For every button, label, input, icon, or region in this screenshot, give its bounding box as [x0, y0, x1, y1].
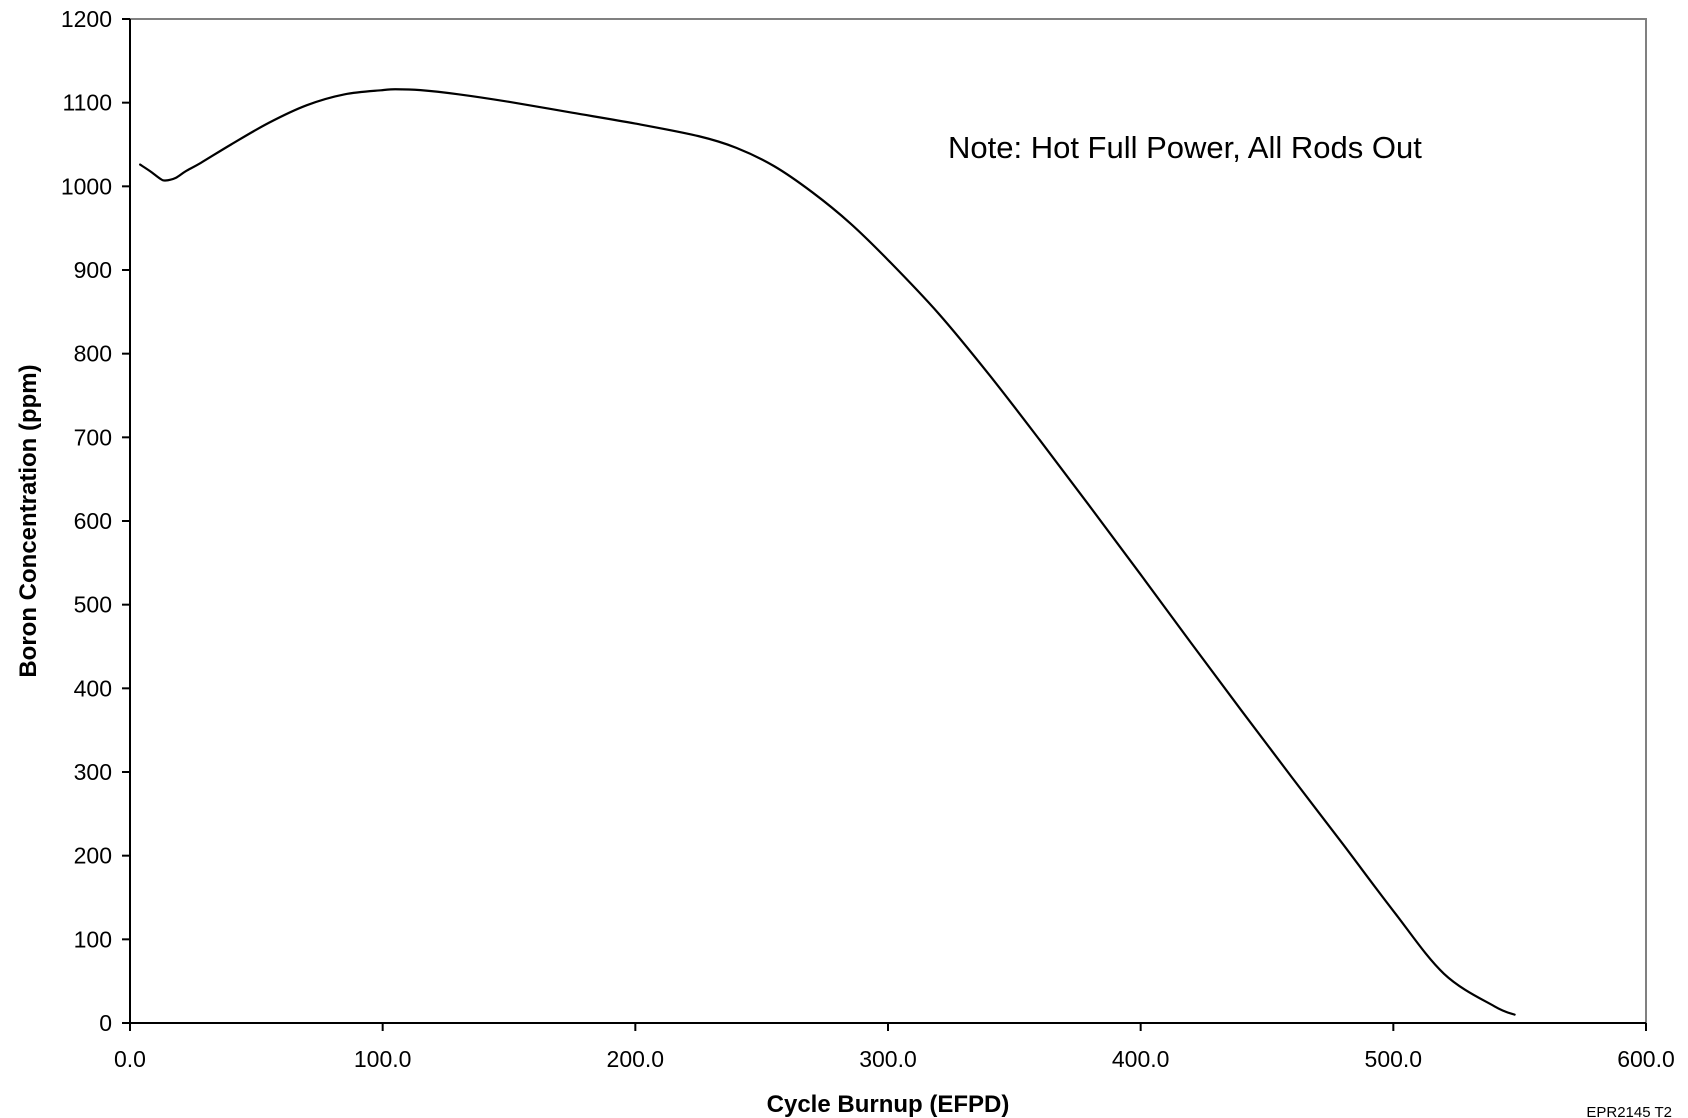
y-tick-label: 800 [74, 341, 112, 367]
x-axis-title: Cycle Burnup (EFPD) [767, 1091, 1010, 1118]
y-axis-ticks: 0 100 200 300 400 500 600 700 800 900 1000 1100 1200 [61, 6, 130, 1036]
y-axis-title: Boron Concentration (ppm) [15, 364, 42, 677]
y-tick-label: 1100 [63, 90, 112, 116]
y-tick-label: 200 [74, 843, 112, 869]
x-tick-label: 100.0 [354, 1046, 412, 1072]
y-tick-label: 900 [74, 257, 112, 283]
y-tick-label: 1200 [61, 6, 112, 32]
figure-id-label: EPR2145 T2 [1586, 1104, 1672, 1118]
y-tick-label: 500 [74, 592, 112, 618]
plot-area-frame [129, 18, 1647, 1024]
y-tick-label: 300 [74, 759, 112, 785]
series-line-boron-concentration [139, 88, 1516, 1016]
y-tick-label: 700 [74, 424, 112, 450]
y-tick-label: 0 [99, 1010, 112, 1036]
x-tick-label: 0.0 [114, 1046, 146, 1072]
x-tick-label: 400.0 [1112, 1046, 1170, 1072]
y-tick-label: 100 [74, 926, 112, 952]
x-tick-label: 200.0 [607, 1046, 665, 1072]
y-tick-label: 600 [74, 508, 112, 534]
x-tick-label: 500.0 [1365, 1046, 1423, 1072]
annotation-note: Note: Hot Full Power, All Rods Out [948, 130, 1422, 165]
y-tick-label: 1000 [61, 173, 112, 199]
x-tick-label: 300.0 [859, 1046, 917, 1072]
x-axis-ticks: 0.0 100.0 200.0 300.0 400.0 500.0 600.0 [114, 1023, 1675, 1072]
y-tick-label: 400 [74, 675, 112, 701]
x-tick-label: 600.0 [1617, 1046, 1675, 1072]
